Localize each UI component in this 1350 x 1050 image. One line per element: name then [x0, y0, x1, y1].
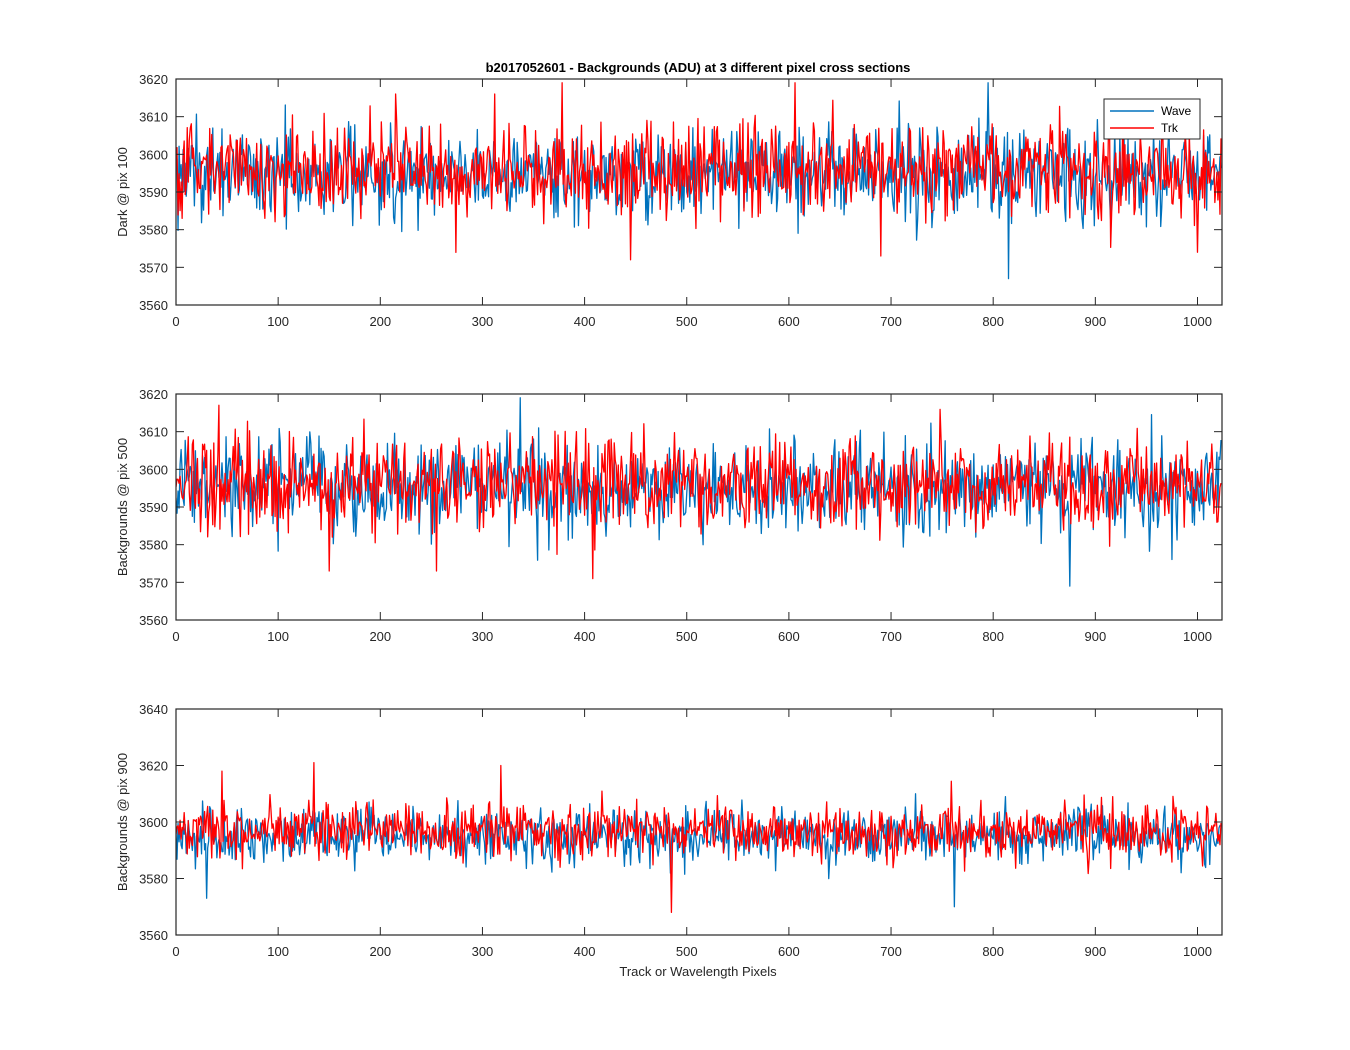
y-tick-label: 3590 [139, 500, 168, 515]
series-group [176, 397, 1222, 587]
subplots: 0 100 200 300 400 500 600 700 800 900 100035603570… [115, 72, 1223, 959]
legend-label-wave: Wave [1161, 104, 1192, 118]
x-tick-label: 100 [267, 944, 289, 959]
subplot-1: 0 100 200 300 400 500 600 700 800 900 1000 3560 3570… [115, 72, 1223, 329]
x-tick-label: 0 [172, 629, 179, 644]
subplot-2: 0 100 200 300 400 500 600 700 800 900 1000 3560 3570… [115, 387, 1223, 644]
x-tick-label: 300 [472, 314, 494, 329]
figure-title: b2017052601 - Backgrounds (ADU) at 3 dif… [486, 60, 911, 75]
x-tick-label: 600 [778, 629, 800, 644]
y-tick-label: 3620 [139, 759, 168, 774]
legend: Wave Trk [1103, 98, 1201, 140]
x-tick-label: 800 [982, 629, 1004, 644]
y-tick-label: 3580 [139, 538, 168, 553]
x-tick-label: 900 [1084, 314, 1106, 329]
x-tick-label: 1000 [1183, 629, 1212, 644]
x-tick-label: 1000 [1183, 944, 1212, 959]
series-line-trk [176, 762, 1222, 914]
y-tick-label: 3570 [139, 575, 168, 590]
x-tick-label: 900 [1084, 944, 1106, 959]
x-tick-label: 100 [267, 629, 289, 644]
legend-label-trk: Trk [1161, 121, 1179, 135]
y-tick-label: 3580 [139, 223, 168, 238]
x-tick-label: 200 [369, 629, 391, 644]
x-tick-label: 600 [778, 314, 800, 329]
x-tick-label: 0 [172, 944, 179, 959]
y-tick-label: 3600 [139, 147, 168, 162]
y-tick-label: 3560 [139, 298, 168, 313]
x-tick-label: 700 [880, 314, 902, 329]
x-tick-label: 500 [676, 944, 698, 959]
x-tick-label: 400 [574, 629, 596, 644]
y-tick-label: 3620 [139, 387, 168, 402]
y-tick-label: 3580 [139, 872, 168, 887]
series-line-trk [176, 404, 1222, 580]
x-tick-label: 300 [472, 944, 494, 959]
x-tick-label: 800 [982, 314, 1004, 329]
y-tick-label: 3570 [139, 260, 168, 275]
y-tick-label: 3640 [139, 702, 168, 717]
y-tick-label: 3600 [139, 815, 168, 830]
series-line-trk [176, 82, 1222, 261]
x-tick-label: 700 [880, 629, 902, 644]
x-tick-label: 400 [574, 314, 596, 329]
y-axis-label: Backgrounds @ pix 900 [115, 753, 130, 891]
x-tick-label: 700 [880, 944, 902, 959]
y-tick-label: 3600 [139, 462, 168, 477]
x-tick-label: 200 [369, 314, 391, 329]
y-tick-label: 3610 [139, 425, 168, 440]
x-tick-label: 1000 [1183, 314, 1212, 329]
x-tick-label: 500 [676, 629, 698, 644]
series-group [176, 82, 1222, 280]
x-tick-label: 500 [676, 314, 698, 329]
x-tick-label: 800 [982, 944, 1004, 959]
x-tick-label: 200 [369, 944, 391, 959]
y-axis-label: Dark @ pix 100 [115, 147, 130, 237]
x-tick-label: 900 [1084, 629, 1106, 644]
y-tick-label: 3610 [139, 110, 168, 125]
legend-box [1103, 98, 1201, 140]
x-tick-label: 100 [267, 314, 289, 329]
y-tick-label: 3620 [139, 72, 168, 87]
x-tick-label: 0 [172, 314, 179, 329]
subplot-3: 0 100 200 300 400 500 600 700 800 900 1000 3560 3580… [115, 702, 1223, 959]
x-tick-label: 300 [472, 629, 494, 644]
x-tick-label: 600 [778, 944, 800, 959]
y-axis-label: Backgrounds @ pix 500 [115, 438, 130, 576]
y-tick-label: 3560 [139, 928, 168, 943]
x-axis-label: Track or Wavelength Pixels [619, 964, 777, 979]
y-tick-label: 3560 [139, 613, 168, 628]
y-tick-label: 3590 [139, 185, 168, 200]
series-group [176, 762, 1222, 914]
x-tick-label: 400 [574, 944, 596, 959]
